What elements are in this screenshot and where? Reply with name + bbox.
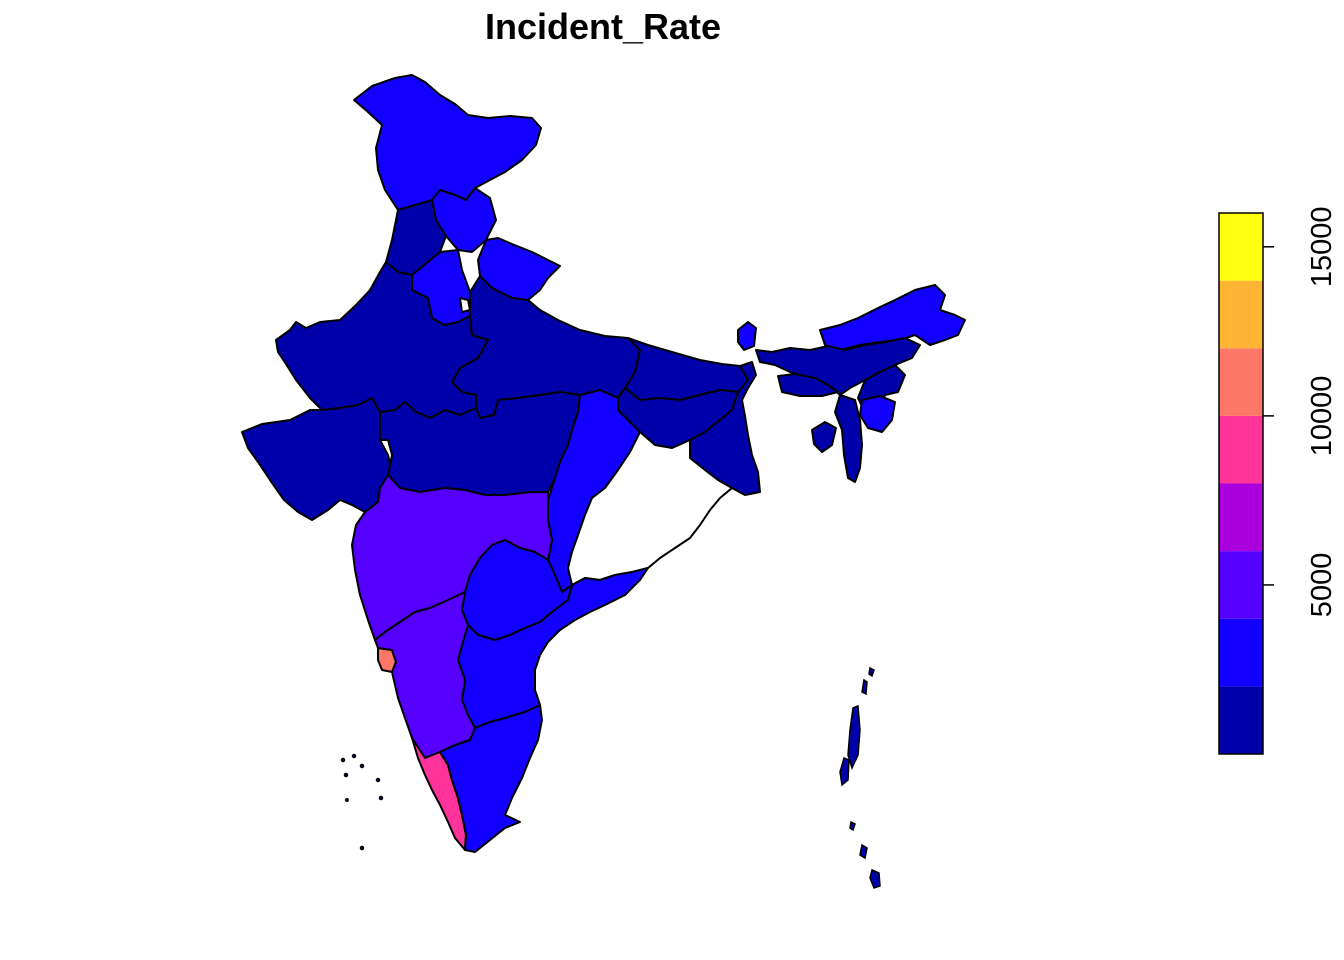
legend-color-scale: [1219, 213, 1263, 754]
legend-frame: [1218, 212, 1264, 755]
legend-bin-7: [1219, 213, 1263, 281]
legend-bin-2: [1219, 551, 1263, 619]
legend-tick-label-1: 10000: [1306, 376, 1338, 457]
region-jammu-kashmir[interactable]: [353, 74, 542, 211]
region-andaman-nicobar[interactable]: [839, 666, 881, 889]
region-mizoram[interactable]: [859, 395, 896, 433]
legend-tick-label-0: 5000: [1306, 553, 1338, 618]
legend-tick-label-2: 15000: [1306, 206, 1338, 287]
india-choropleth-map: [241, 74, 966, 889]
legend-bin-1: [1219, 618, 1263, 687]
region-mizoram-south[interactable]: [834, 394, 863, 483]
legend-ticks: 5000 10000 15000: [1263, 206, 1338, 617]
legend-bin-0: [1219, 686, 1263, 754]
region-tamil-nadu[interactable]: [439, 704, 543, 853]
legend-bin-6: [1219, 280, 1263, 349]
region-sikkim[interactable]: [737, 321, 757, 351]
region-karnataka[interactable]: [374, 591, 476, 759]
map-title: Incident_Rate: [484, 6, 722, 47]
legend-bin-4: [1219, 415, 1263, 484]
region-west-bengal[interactable]: [689, 361, 761, 496]
legend-bin-3: [1219, 483, 1263, 552]
region-meghalaya[interactable]: [777, 373, 839, 397]
region-tripura[interactable]: [811, 421, 837, 453]
region-lakshadweep[interactable]: [340, 753, 384, 851]
legend-bin-5: [1219, 348, 1263, 416]
